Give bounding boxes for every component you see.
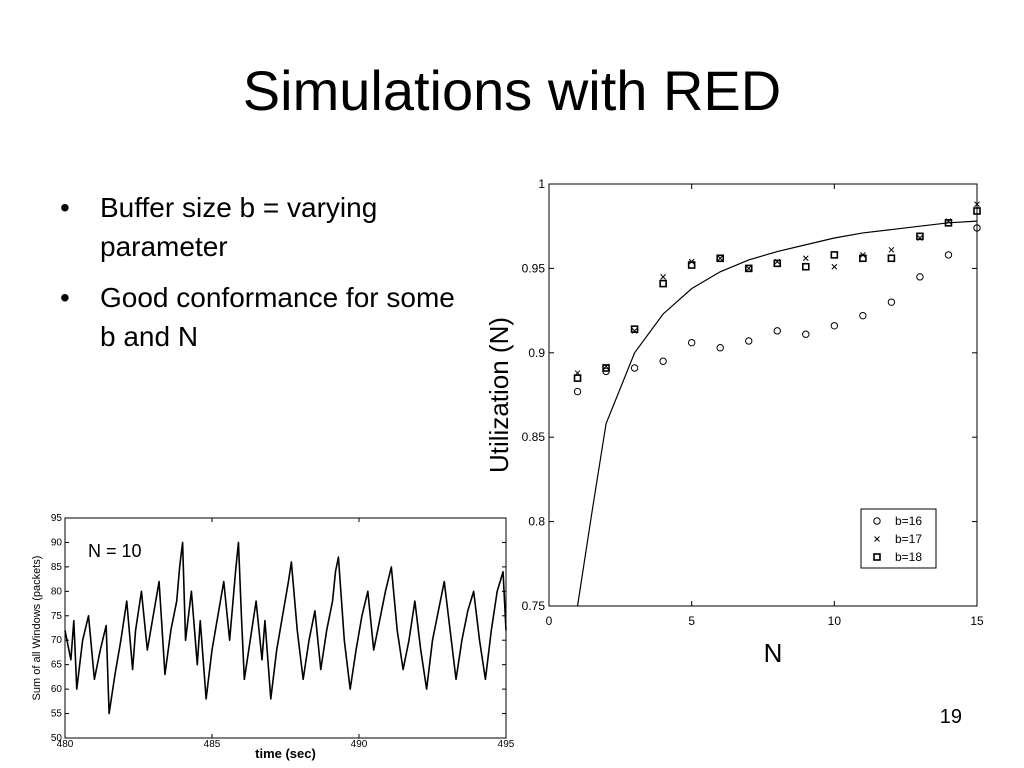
slide-title: Simulations with RED <box>242 59 782 122</box>
data-point <box>887 298 896 306</box>
data-point <box>831 263 838 270</box>
x-axis-label: N <box>764 638 783 668</box>
page-number: 19 <box>939 706 962 728</box>
data-point <box>773 259 782 268</box>
x-tick-label: 485 <box>204 739 221 750</box>
data-point <box>859 311 867 320</box>
x-axis-label: time (sec) <box>255 746 316 761</box>
x-tick-label: 480 <box>57 739 74 750</box>
x-tick-label: 0 <box>546 614 553 628</box>
x-tick-label: 490 <box>351 739 368 750</box>
bullet-list: • Buffer size b = varying parameter • Go… <box>58 188 458 368</box>
series-b-18 <box>573 207 981 382</box>
y-tick-label: 0.9 <box>528 346 545 360</box>
data-point <box>744 264 753 273</box>
y-tick-label: 70 <box>51 635 63 646</box>
data-point <box>716 254 725 263</box>
data-point <box>801 262 810 271</box>
legend: b=16 b=17 b=18 <box>860 508 937 569</box>
y-axis-label: Sum of all Windows (packets) <box>31 556 43 701</box>
x-tick-label: 15 <box>970 614 984 628</box>
data-point <box>973 224 981 232</box>
bullet-text: Buffer size b = varying parameter <box>100 192 378 262</box>
y-tick-label: 80 <box>51 586 63 597</box>
data-point <box>802 330 810 338</box>
data-point <box>773 327 781 335</box>
bullet-dot: • <box>60 282 70 313</box>
y-tick-label: 60 <box>51 684 63 695</box>
x-tick-label: 495 <box>498 739 515 750</box>
y-tick-label: 65 <box>51 660 63 671</box>
y-tick-label: 90 <box>51 537 63 548</box>
bullet-item: • Buffer size b = varying parameter <box>58 188 458 266</box>
data-point <box>687 261 696 269</box>
legend-marker <box>873 553 881 561</box>
y-axis-label: Utilization (N) <box>484 317 514 473</box>
data-point <box>859 254 867 263</box>
data-point <box>944 219 953 227</box>
data-point <box>602 364 610 372</box>
data-point <box>573 374 582 382</box>
data-point <box>974 201 980 208</box>
data-point <box>802 255 809 262</box>
bullet-dot: • <box>60 192 70 223</box>
x-tick-label: 5 <box>688 614 695 628</box>
y-tick-label: 0.75 <box>522 599 546 613</box>
window-sum-line <box>64 541 507 715</box>
bullet-text: Good conformance for some b and N <box>100 282 455 352</box>
x-tick-label: 10 <box>828 614 842 628</box>
data-point <box>687 338 696 347</box>
y-tick-label: 55 <box>51 709 63 720</box>
data-point <box>573 387 582 396</box>
plot-frame <box>548 183 978 607</box>
y-tick-label: 1 <box>538 177 545 191</box>
y-tick-label: 0.95 <box>522 261 546 275</box>
legend-label: b=18 <box>895 550 922 564</box>
data-point <box>630 364 639 372</box>
data-point <box>916 273 924 281</box>
y-tick-label: 85 <box>51 562 63 573</box>
data-point <box>830 322 839 330</box>
data-point <box>916 232 924 241</box>
data-point <box>888 246 895 253</box>
legend-label: b=17 <box>895 532 922 546</box>
y-tick-label: 0.8 <box>528 515 545 529</box>
data-point <box>659 279 667 288</box>
data-point <box>973 207 981 215</box>
data-point <box>944 251 953 259</box>
data-point <box>716 344 724 352</box>
bullet-item: • Good conformance for some b and N <box>58 278 458 356</box>
model-curve <box>576 220 978 607</box>
data-point <box>745 265 752 272</box>
legend-label: b=16 <box>895 514 922 528</box>
legend-marker <box>874 536 880 542</box>
y-tick-label: 75 <box>51 611 63 622</box>
y-tick-label: 50 <box>51 733 63 744</box>
data-point <box>830 251 839 259</box>
series-b-16 <box>573 224 981 396</box>
data-point <box>660 273 666 280</box>
chart-annotation: N = 10 <box>88 541 142 561</box>
y-tick-label: 0.85 <box>522 430 546 444</box>
data-point <box>717 255 724 262</box>
legend-marker <box>873 517 881 525</box>
data-point <box>659 357 667 365</box>
data-point <box>630 325 639 333</box>
data-point <box>745 337 753 345</box>
y-tick-label: 95 <box>51 513 63 524</box>
data-point <box>887 254 896 263</box>
